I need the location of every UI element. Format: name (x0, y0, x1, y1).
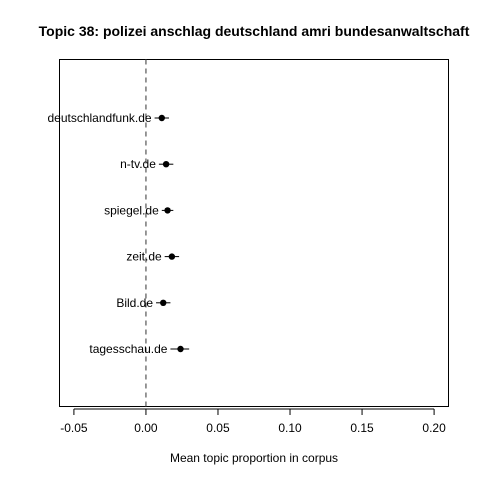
category-label: zeit.de (126, 250, 162, 264)
estimate-row: deutschlandfunk.de (47, 111, 169, 125)
x-axis-ticks: -0.05 0.00 0.05 0.10 0.15 0.20 (60, 409, 446, 435)
point-marker (158, 114, 165, 122)
estimate-row: n-tv.de (120, 157, 174, 171)
x-tick-label: 0.10 (278, 421, 302, 435)
x-tick-label: 0.05 (206, 421, 230, 435)
point-marker (168, 253, 176, 260)
estimate-row: tagesschau.de (89, 342, 190, 356)
x-tick-label: 0.00 (134, 421, 158, 435)
estimate-row: spiegel.de (104, 203, 174, 217)
x-tick-label: 0.20 (422, 421, 446, 435)
category-label: Bild.de (116, 296, 153, 310)
data-points: deutschlandfunk.de n-tv.de spiegel.de zeit.… (47, 111, 190, 356)
point-marker (164, 207, 171, 214)
x-tick-label: -0.05 (60, 421, 88, 435)
x-axis-title: Mean topic proportion in corpus (170, 451, 338, 465)
category-label: deutschlandfunk.de (47, 111, 151, 125)
point-marker (177, 345, 184, 353)
point-marker (162, 161, 170, 168)
x-tick-label: 0.15 (350, 421, 374, 435)
category-label: tagesschau.de (89, 342, 167, 356)
chart-title: Topic 38: polizei anschlag deutschland a… (39, 23, 470, 39)
point-marker (160, 299, 167, 306)
estimate-row: Bild.de (116, 296, 171, 310)
category-label: n-tv.de (120, 157, 156, 171)
estimate-row: zeit.de (126, 250, 180, 264)
plot-frame (59, 59, 449, 407)
category-label: spiegel.de (104, 203, 159, 217)
